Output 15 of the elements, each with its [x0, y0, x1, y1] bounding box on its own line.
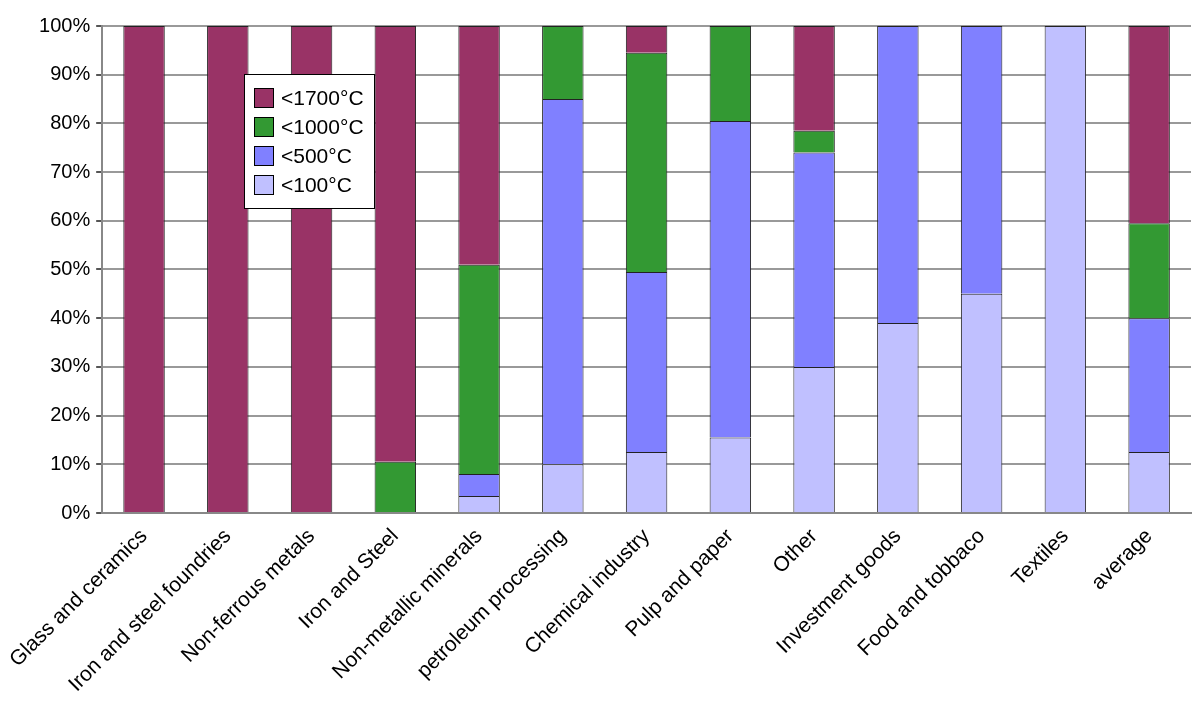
y-tick-label: 20%	[50, 403, 91, 426]
y-tick-label: 10%	[50, 451, 91, 474]
legend-label: <1000°C	[281, 115, 364, 139]
y-tick-label: 30%	[50, 354, 91, 377]
y-tick-label: 100%	[39, 13, 91, 36]
y-tick-label: 60%	[50, 208, 91, 231]
y-tick-label: 50%	[50, 257, 91, 280]
y-tick-label: 0%	[61, 500, 91, 523]
y-tick-label: 40%	[50, 305, 91, 328]
legend-label: <500°C	[281, 144, 352, 168]
y-tick-label: 90%	[50, 62, 91, 85]
y-tick-label: 70%	[50, 159, 91, 182]
y-tick-label: 80%	[50, 110, 91, 133]
legend-label: <100°C	[281, 173, 352, 197]
legend-label: <1700°C	[281, 86, 364, 110]
